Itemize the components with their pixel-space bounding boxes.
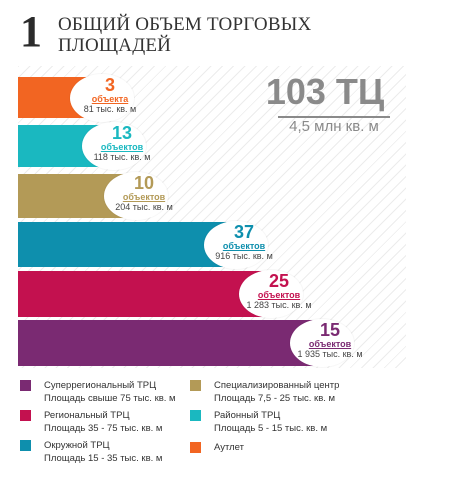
bar-label-3: 37 объектов 916 тыс. кв. м (206, 221, 282, 262)
total-divider (278, 116, 390, 118)
bar-count-4: 25 (268, 271, 290, 291)
bar-count-2: 10 (133, 173, 155, 193)
legend-swatch-5 (190, 442, 201, 453)
bar-4 (18, 271, 279, 317)
legend-swatch-4 (20, 440, 31, 451)
bar-count-0: 3 (104, 74, 115, 95)
legend-text-0: Суперрегиональный ТРЦ Площадь свыше 75 ты… (44, 379, 176, 405)
bar-count-word-5: объектов (308, 339, 352, 349)
legend-name-5: Аутлет (214, 442, 244, 453)
title-line-1: ОБЩИЙ ОБЪЕМ ТОРГОВЫХ (58, 14, 312, 35)
bar-area-4: 1 283 тыс. кв. м (246, 300, 312, 310)
bar-area-1: 118 тыс. кв. м (93, 152, 151, 162)
bar-label-0: 3 объекта 81 тыс. кв. м (72, 74, 148, 115)
bar-count-5: 15 (319, 320, 341, 340)
legend-name-4: Окружной ТРЦ (44, 440, 110, 451)
legend-desc-1: Площадь 7,5 - 25 тыс. кв. м (214, 393, 336, 404)
bar-count-word-4: объектов (257, 290, 301, 300)
bar-count-word-3: объектов (222, 240, 266, 251)
legend-name-0: Суперрегиональный ТРЦ (44, 380, 157, 391)
legend-name-3: Районный ТРЦ (214, 410, 281, 421)
legend-text-4: Окружной ТРЦ Площадь 15 - 35 тыс. кв. м (44, 439, 162, 465)
legend-text-3: Районный ТРЦ Площадь 5 - 15 тыс. кв. м (214, 409, 327, 435)
total-area: 4,5 млн кв. м (289, 118, 379, 135)
bar-count-word-2: объектов (122, 192, 166, 202)
legend-desc-0: Площадь свыше 75 тыс. кв. м (44, 393, 176, 404)
legend-swatch-1 (190, 380, 201, 391)
bar-count-1: 13 (111, 123, 133, 143)
legend-text-2: Региональный ТРЦ Площадь 35 - 75 тыс. кв.… (44, 409, 162, 435)
bar-count-3: 37 (233, 221, 255, 242)
bar-area-5: 1 935 тыс. кв. м (297, 349, 363, 359)
bar-label-bubble-1 (82, 122, 146, 170)
bar-label-1: 13 объектов 118 тыс. кв. м (84, 123, 160, 163)
bar-label-bubble-2 (104, 172, 168, 220)
bar-area-3: 916 тыс. кв. м (215, 250, 273, 261)
legend-name-2: Региональный ТРЦ (44, 410, 130, 421)
bar-label-2: 10 объектов 204 тыс. кв. м (106, 173, 182, 213)
legend-name-1: Специализированный центр (214, 380, 340, 391)
legend-swatch-3 (190, 410, 201, 421)
bar-label-5: 15 объектов 1 935 тыс. кв. м (292, 320, 368, 360)
legend-desc-2: Площадь 35 - 75 тыс. кв. м (44, 423, 163, 434)
bar-5 (18, 320, 330, 366)
legend-swatch-0 (20, 380, 31, 391)
bar-area-0: 81 тыс. кв. м (83, 103, 137, 114)
legend-desc-3: Площадь 5 - 15 тыс. кв. м (214, 423, 328, 434)
total-count: 103 ТЦ (265, 71, 385, 112)
legend-text-1: Специализированный центр Площадь 7,5 - 25… (214, 379, 339, 405)
bar-label-4: 25 объектов 1 283 тыс. кв. м (241, 271, 317, 311)
bar-label-bubble-5 (290, 319, 354, 367)
bar-label-bubble-4 (239, 270, 303, 318)
bar-count-word-0: объекта (91, 93, 129, 104)
legend-text-5: Аутлет (214, 441, 244, 454)
section-number: 1 (20, 7, 42, 56)
bar-area-2: 204 тыс. кв. м (115, 202, 173, 212)
title-line-2: ПЛОЩАДЕЙ (58, 35, 172, 56)
page-title: ОБЩИЙ ОБЪЕМ ТОРГОВЫХ ПЛОЩАДЕЙ (58, 14, 311, 56)
legend-swatch-2 (20, 410, 31, 421)
bar-label-bubble-0 (70, 73, 134, 122)
bar-count-word-1: объектов (100, 142, 144, 152)
legend-desc-4: Площадь 15 - 35 тыс. кв. м (44, 453, 163, 464)
bar-label-bubble-3 (204, 220, 268, 269)
